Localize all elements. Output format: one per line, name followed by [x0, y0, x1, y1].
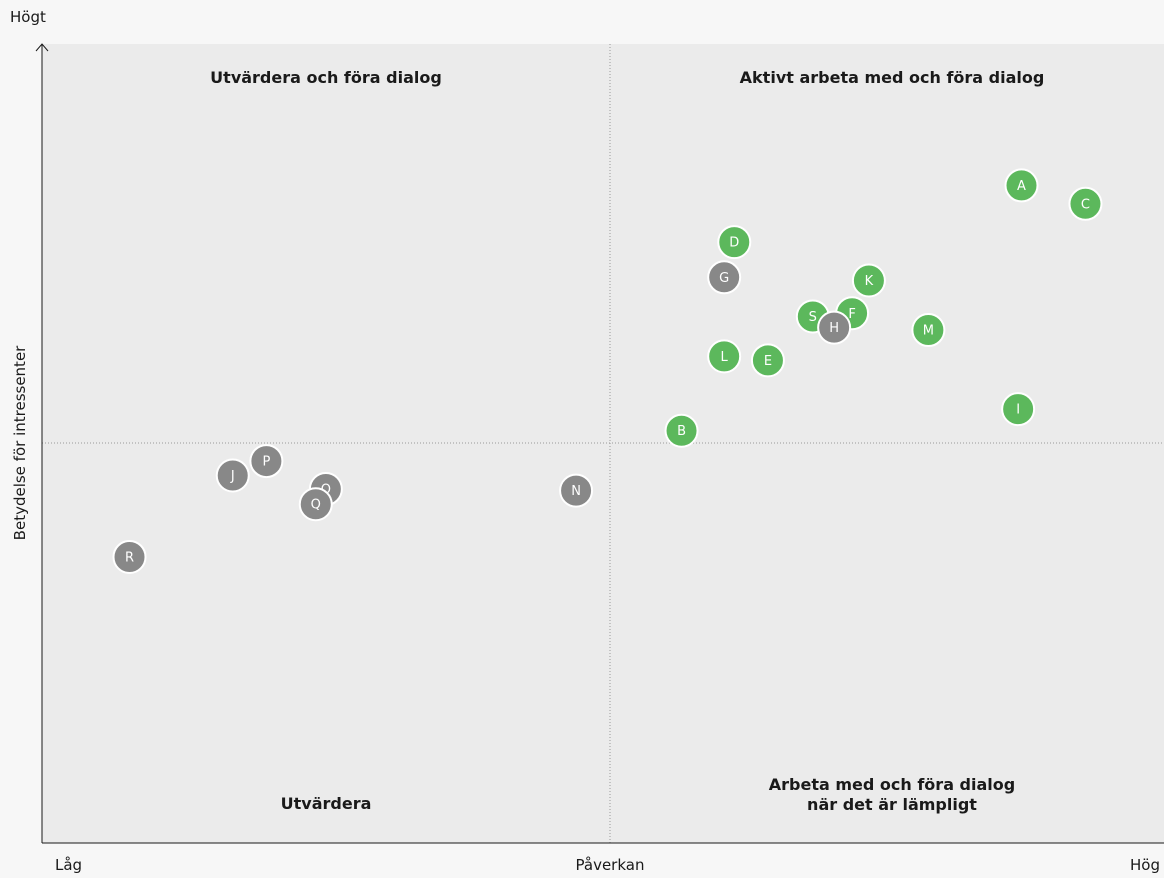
point-label: I [1016, 403, 1020, 418]
point-marker [112, 539, 147, 574]
quadrant-label-bottom-right: Arbeta med och föra dialog när det är läm… [769, 775, 1015, 814]
point-label: G [719, 271, 729, 286]
x-axis-high-label: Hög [1130, 856, 1160, 874]
point-marker [559, 473, 594, 508]
point-j: J [215, 458, 250, 493]
point-label: P [262, 455, 270, 470]
point-marker [707, 339, 742, 374]
point-p: P [249, 444, 284, 479]
point-marker [215, 458, 250, 493]
point-label: R [125, 550, 134, 565]
x-axis-title: Påverkan [576, 856, 645, 874]
axis-labels: Högt Låg Påverkan Hög Betydelse för intresse… [10, 8, 1160, 874]
point-label: B [677, 424, 686, 439]
point-label: E [764, 354, 772, 369]
point-n: N [559, 473, 594, 508]
point-marker [1004, 168, 1039, 203]
point-h: H [817, 310, 852, 345]
point-label: Q [311, 498, 321, 513]
quadrant-label-top-right: Aktivt arbeta med och föra dialog [740, 68, 1045, 87]
quadrant-dividers [42, 44, 1164, 843]
axes [35, 43, 1164, 844]
quadrant-label-line: Aktivt arbeta med och föra dialog [740, 68, 1045, 87]
x-axis-low-label: Låg [55, 856, 82, 874]
point-q: Q [298, 487, 333, 522]
point-g: G [707, 260, 742, 295]
quadrant-labels: Utvärdera och föra dialog Aktivt arbeta m… [210, 68, 1044, 814]
point-marker [1068, 186, 1103, 221]
point-label: A [1017, 179, 1026, 194]
point-marker [664, 413, 699, 448]
quadrant-label-bottom-left: Utvärdera [281, 794, 372, 813]
point-label: H [829, 321, 839, 336]
point-l: L [707, 339, 742, 374]
point-r: R [112, 539, 147, 574]
point-label: J [230, 469, 235, 484]
quadrant-label-line: när det är lämpligt [807, 795, 977, 814]
point-label: S [809, 310, 817, 325]
point-e: E [750, 343, 785, 378]
point-marker [750, 343, 785, 378]
point-marker [249, 444, 284, 479]
data-points: A C D G K S FH M L E I B P J OQ N R [112, 168, 1103, 574]
point-m: M [911, 313, 946, 348]
y-axis-high-label: Högt [10, 8, 46, 26]
point-marker [707, 260, 742, 295]
point-label: C [1081, 197, 1090, 212]
point-label: N [571, 484, 581, 499]
point-label: M [923, 324, 934, 339]
quadrant-label-line: Arbeta med och föra dialog [769, 775, 1015, 794]
point-label: D [729, 236, 739, 251]
point-label: L [721, 350, 729, 365]
point-marker [817, 310, 852, 345]
point-label: O [321, 483, 331, 498]
point-c: C [1068, 186, 1103, 221]
point-marker [851, 263, 886, 298]
point-b: B [664, 413, 699, 448]
point-label: F [848, 307, 855, 322]
y-axis-arrow-icon [35, 43, 49, 52]
point-i: I [1001, 392, 1036, 427]
point-marker [1001, 392, 1036, 427]
point-marker [911, 313, 946, 348]
y-axis-title: Betydelse för intressenter [11, 345, 29, 540]
quadrant-label-top-left: Utvärdera och föra dialog [210, 68, 442, 87]
point-d: D [717, 225, 752, 260]
point-k: K [851, 263, 886, 298]
point-marker [717, 225, 752, 260]
point-a: A [1004, 168, 1039, 203]
quadrant-label-line: Utvärdera och föra dialog [210, 68, 442, 87]
point-marker [298, 487, 333, 522]
quadrant-label-line: Utvärdera [281, 794, 372, 813]
point-label: K [865, 274, 874, 289]
